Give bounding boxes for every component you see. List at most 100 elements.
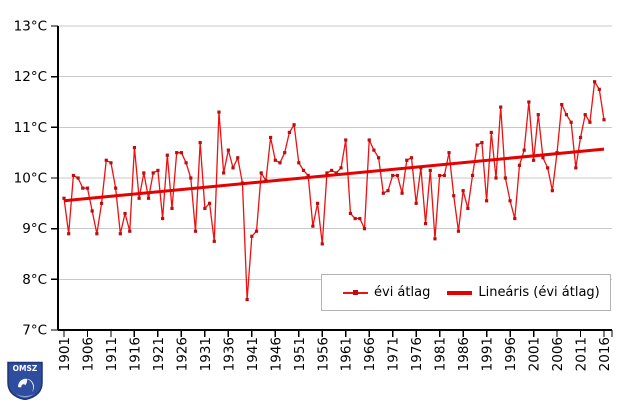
data-point-2012: [583, 113, 587, 117]
data-point-1926: [179, 151, 183, 155]
y-axis-label: 12°C: [14, 69, 47, 85]
data-point-2000: [527, 100, 531, 104]
legend-item-evi-atlag: évi átlag: [343, 285, 430, 300]
data-point-1957: [325, 171, 329, 175]
data-point-1936: [226, 148, 230, 152]
data-point-1960: [339, 166, 343, 170]
data-point-1963: [353, 216, 357, 221]
data-point-1977: [419, 166, 423, 170]
data-point-1918: [142, 171, 146, 175]
x-axis-label: 1961: [339, 337, 355, 371]
data-point-1908: [95, 232, 99, 236]
data-point-1952: [301, 168, 306, 172]
x-axis-label: 1996: [503, 337, 519, 371]
data-point-2013: [588, 120, 592, 124]
data-point-1993: [494, 176, 498, 180]
data-point-2010: [574, 166, 578, 170]
data-point-1959: [334, 171, 338, 175]
data-point-1946: [273, 158, 277, 162]
data-point-1902: [67, 232, 71, 236]
x-axis-label: 1966: [362, 337, 378, 371]
x-axis-label: 1936: [221, 337, 237, 371]
legend-trend-line-sample: [447, 290, 473, 295]
data-point-1980: [433, 237, 437, 241]
data-point-1994: [499, 105, 503, 109]
data-point-1949: [287, 130, 291, 134]
x-axis-label: 1901: [57, 337, 73, 371]
legend-label-evi-atlag: évi átlag: [374, 285, 431, 300]
data-point-1951: [297, 161, 301, 165]
data-point-1973: [400, 191, 404, 195]
chart-legend: évi átlag Lineáris (évi átlag): [321, 274, 611, 311]
x-axis-label: 1906: [80, 337, 96, 371]
data-point-1939: [240, 181, 245, 185]
data-point-1961: [344, 138, 348, 142]
data-point-1927: [184, 161, 188, 165]
data-point-1958: [330, 168, 334, 172]
data-point-2003: [541, 156, 545, 160]
data-point-2001: [531, 158, 536, 162]
data-point-1917: [137, 196, 141, 200]
x-axis-label: 2016: [597, 337, 613, 371]
data-point-1920: [151, 171, 155, 175]
data-point-1966: [367, 138, 371, 142]
data-point-1962: [348, 211, 353, 216]
legend-item-linearis: Lineáris (évi átlag): [447, 285, 600, 300]
data-point-1932: [207, 201, 212, 205]
data-point-2015: [597, 87, 601, 91]
data-point-2011: [578, 135, 583, 140]
data-point-1913: [118, 232, 122, 236]
x-axis-label: 1981: [433, 337, 449, 371]
legend-series-line-sample: [343, 290, 368, 295]
data-point-1903: [71, 173, 75, 178]
data-point-1975: [409, 156, 414, 160]
x-axis-label: 1991: [480, 337, 496, 371]
data-point-1922: [161, 216, 165, 221]
data-point-1938: [236, 156, 240, 160]
data-point-1989: [475, 143, 479, 147]
y-axis-label: 10°C: [14, 171, 47, 187]
data-point-1940: [245, 298, 249, 302]
data-point-1930: [198, 140, 202, 145]
data-point-2007: [560, 102, 564, 107]
legend-square-marker-icon: [353, 290, 358, 295]
data-point-1985: [456, 229, 461, 233]
data-point-1942: [254, 229, 259, 233]
data-point-1934: [217, 110, 221, 114]
x-axis-label: 1976: [409, 337, 425, 371]
x-axis-label: 1911: [104, 337, 120, 371]
data-point-2016: [602, 118, 606, 122]
x-axis-label: 1916: [127, 337, 143, 371]
data-point-1954: [311, 224, 315, 228]
series-evi-atlag-line: [63, 81, 605, 301]
data-point-1978: [423, 222, 428, 226]
data-point-1915: [128, 229, 132, 233]
data-point-1983: [447, 151, 451, 155]
legend-label-linearis: Lineáris (évi átlag): [478, 285, 600, 300]
trend-line-linearis: [63, 147, 605, 203]
data-point-1998: [517, 163, 522, 167]
x-axis-label: 1921: [151, 337, 167, 371]
data-point-1921: [156, 168, 160, 172]
data-point-1924: [170, 206, 174, 210]
data-point-1906: [85, 186, 90, 190]
data-point-1984: [452, 194, 456, 198]
data-point-1944: [264, 178, 268, 183]
data-point-1999: [522, 148, 526, 152]
data-point-1986: [461, 189, 465, 193]
data-point-1937: [231, 166, 235, 170]
omsz-shield-icon: OMSZ: [7, 361, 43, 400]
data-point-1923: [165, 153, 169, 157]
data-point-1905: [81, 186, 85, 190]
y-axis-label: 7°C: [22, 323, 47, 339]
x-axis-label: 2011: [574, 337, 590, 371]
data-point-1955: [315, 201, 320, 205]
data-point-1925: [175, 151, 179, 155]
x-axis-label: 1971: [386, 337, 402, 371]
data-point-1970: [386, 189, 390, 193]
data-point-1982: [442, 173, 446, 178]
data-point-1909: [99, 201, 104, 205]
data-point-1933: [212, 239, 216, 243]
